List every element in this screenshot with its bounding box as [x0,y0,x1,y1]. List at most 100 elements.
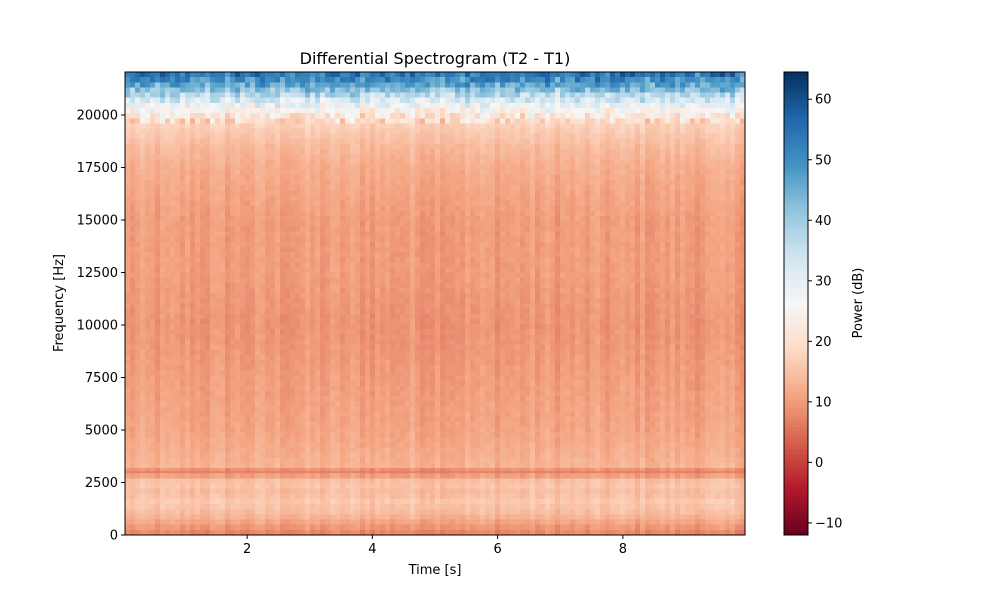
heatmap-cell [500,169,506,176]
heatmap-cell [615,149,621,155]
heatmap-cell [210,97,216,104]
heatmap-cell [615,108,621,114]
heatmap-cell [425,267,431,274]
heatmap-cell [375,221,381,227]
heatmap-cell [245,262,251,269]
heatmap-cell [440,154,446,161]
heatmap-cell [510,164,516,171]
heatmap-cell [615,252,621,258]
heatmap-cell [505,154,511,161]
heatmap-cell [435,77,441,83]
heatmap-cell [355,97,361,104]
heatmap-cell [125,72,131,78]
heatmap-cell [415,133,421,140]
heatmap-cell [470,164,476,171]
heatmap-cell [270,210,276,217]
heatmap-cell [545,123,551,130]
heatmap-cell [220,149,226,155]
heatmap-cell [480,272,486,279]
heatmap-cell [215,113,221,119]
heatmap-cell [200,138,206,145]
heatmap-cell [535,272,541,279]
heatmap-cell [690,257,696,263]
heatmap-cell [170,77,176,83]
heatmap-cell [295,97,301,104]
heatmap-cell [595,190,601,197]
heatmap-cell [410,77,416,83]
heatmap-cell [525,236,531,243]
heatmap-cell [660,113,666,119]
heatmap-cell [195,272,201,279]
heatmap-cell [675,102,681,109]
heatmap-cell [140,138,146,145]
heatmap-cell [185,252,191,258]
heatmap-cell [570,174,576,181]
heatmap-cell [735,159,741,166]
heatmap-cell [270,92,276,99]
heatmap-cell [170,257,176,263]
heatmap-cell [190,87,196,94]
heatmap-cell [405,92,411,99]
heatmap-cell [625,102,631,109]
heatmap-cell [470,82,476,89]
heatmap-cell [470,180,476,186]
heatmap-cell [440,133,446,140]
heatmap-cell [575,262,581,269]
heatmap-cell [195,246,201,253]
heatmap-cell [270,82,276,89]
heatmap-cell [380,159,386,166]
heatmap-cell [690,252,696,258]
heatmap-cell [730,246,736,253]
heatmap-cell [290,267,296,274]
heatmap-cell [505,72,511,78]
heatmap-cell [540,262,546,269]
heatmap-cell [505,102,511,109]
heatmap-cell [580,113,586,119]
heatmap-cell [410,180,416,186]
heatmap-cell [180,138,186,145]
heatmap-cell [580,195,586,202]
heatmap-cell [210,133,216,140]
heatmap-cell [415,272,421,279]
heatmap-cell [590,128,596,135]
heatmap-cell [185,231,191,238]
heatmap-cell [515,236,521,243]
heatmap-cell [425,252,431,258]
heatmap-cell [550,87,556,94]
heatmap-cell [510,210,516,217]
heatmap-cell [710,221,716,227]
heatmap-cell [495,200,501,207]
heatmap-cell [475,123,481,130]
heatmap-cell [455,149,461,155]
heatmap-cell [385,180,391,186]
heatmap-cell [250,205,256,212]
heatmap-cell [610,128,616,135]
heatmap-cell [560,138,566,145]
heatmap-cell [230,231,236,238]
heatmap-cell [340,118,346,125]
heatmap-cell [455,128,461,135]
heatmap-cell [195,164,201,171]
heatmap-cell [165,144,171,150]
heatmap-cell [510,257,516,263]
heatmap-cell [560,226,566,233]
heatmap-cell [410,108,416,114]
heatmap-cell [570,133,576,140]
heatmap-cell [195,87,201,94]
heatmap-cell [130,262,136,269]
heatmap-cell [460,102,466,109]
heatmap-cell [590,246,596,253]
heatmap-cell [555,77,561,83]
heatmap-cell [295,72,301,78]
heatmap-cell [405,241,411,248]
heatmap-cell [300,164,306,171]
heatmap-cell [265,195,271,202]
heatmap-cell [585,267,591,274]
heatmap-cell [695,195,701,202]
heatmap-cell [330,149,336,155]
heatmap-cell [205,87,211,94]
heatmap-cell [615,180,621,186]
heatmap-cell [715,262,721,269]
heatmap-cell [600,108,606,114]
heatmap-cell [620,138,626,145]
